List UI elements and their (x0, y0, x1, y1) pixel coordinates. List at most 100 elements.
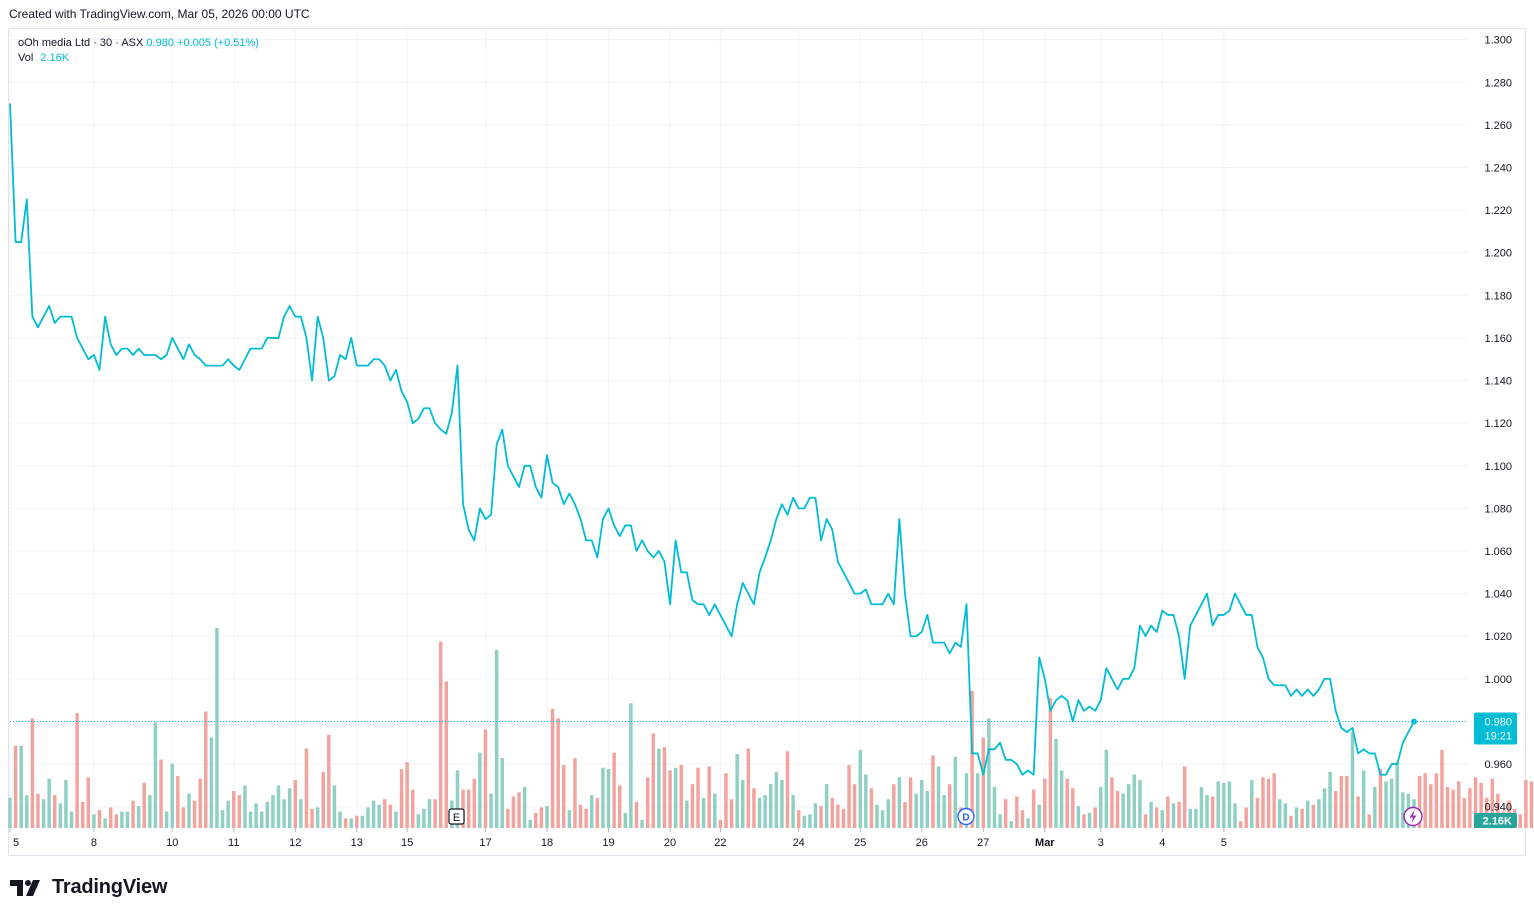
chart-frame[interactable] (8, 28, 1526, 856)
volume-bar (1166, 796, 1170, 828)
time-axis[interactable]: 5 8 10 11 12 13 15 17 18 19 20 22 24 25 26 27 Mar 3 4 5 (9, 828, 1227, 849)
volume-bar (813, 803, 818, 828)
volume-bar (1059, 770, 1064, 828)
volume-bar (1356, 796, 1360, 828)
volume-bar (1328, 771, 1332, 828)
earnings-marker-label: E (453, 812, 460, 824)
volume-bar (539, 807, 544, 828)
volume-bar (243, 785, 247, 828)
volume-bar (338, 811, 342, 828)
price-tick-label: 1.160 (1484, 333, 1512, 345)
volume-bar (1429, 784, 1433, 828)
tradingview-logo-icon (10, 879, 40, 896)
price-tick-label: 1.040 (1484, 589, 1512, 601)
dividend-marker[interactable]: D (957, 807, 975, 826)
volume-bar (1222, 782, 1226, 828)
price-tick-label: 0.960 (1484, 759, 1512, 771)
volume-bars (8, 628, 1534, 828)
price-axis[interactable]: 1.300 1.280 1.260 1.240 1.220 1.200 1.180 1.160… (1484, 35, 1512, 814)
volume-bar (780, 780, 784, 828)
volume-bar (226, 800, 230, 828)
volume-bar (578, 804, 583, 828)
volume-bar (1003, 799, 1008, 828)
volume-bar (998, 814, 1002, 828)
volume-bar (36, 793, 40, 828)
chart-legend[interactable]: oOh media Ltd · 30 · ASX 0.980 +0.005 (+… (18, 36, 259, 66)
volume-bar (159, 759, 163, 828)
volume-bar (248, 811, 253, 828)
volume-bar (1524, 780, 1528, 828)
volume-bar (80, 801, 85, 828)
volume-bar (1255, 797, 1260, 828)
volume-bar (198, 778, 202, 828)
volume-bar (785, 751, 790, 828)
volume-bar (69, 811, 74, 828)
volume-bar (472, 778, 477, 828)
volume-bar (142, 782, 146, 828)
volume-bar (707, 766, 711, 828)
volume-bar (92, 814, 96, 828)
volume-bar (181, 807, 186, 828)
volume-bar (942, 795, 946, 828)
volume-bar (808, 814, 812, 828)
volume-bar (366, 807, 370, 828)
volume-bar (1054, 738, 1058, 828)
price-tick-label: 1.260 (1484, 120, 1512, 132)
volume-bar (981, 737, 986, 828)
volume-bar (562, 764, 566, 828)
volume-bar (1300, 808, 1304, 828)
volume-bar (908, 777, 913, 828)
volume-bar (1132, 774, 1137, 828)
volume-bar (1484, 797, 1489, 828)
volume-bar (1199, 786, 1204, 828)
volume-bar (1244, 807, 1248, 828)
volume-bar (601, 767, 605, 828)
volume-bar (1266, 778, 1271, 828)
volume-row[interactable]: Vol 2.16K (18, 51, 259, 66)
volume-bar (332, 785, 337, 828)
volume-bar (394, 811, 398, 828)
volume-bar (411, 789, 415, 828)
price-tick-label: 1.280 (1484, 77, 1512, 89)
volume-bar (1445, 786, 1450, 828)
volume-bar (164, 811, 169, 828)
symbol-row[interactable]: oOh media Ltd · 30 · ASX 0.980 +0.005 (+… (18, 36, 259, 51)
volume-bar (774, 771, 779, 828)
bar-countdown: 19:21 (1484, 730, 1512, 742)
volume-bar (819, 806, 823, 828)
volume-bar (545, 806, 549, 828)
price-tick-label: 1.080 (1484, 503, 1512, 515)
time-tick-label: Mar (1035, 837, 1055, 849)
volume-bar (584, 808, 588, 828)
volume-bar (1322, 788, 1327, 828)
price-tick-label: 1.300 (1484, 35, 1512, 47)
volume-bar (1283, 803, 1288, 828)
volume-bar (662, 747, 667, 828)
volume-bar (892, 784, 896, 828)
volume-bar (287, 788, 292, 828)
volume-bar (964, 773, 969, 828)
volume-bar (343, 818, 348, 828)
volume-bar (103, 818, 107, 828)
volume-bar (1205, 795, 1209, 828)
earnings-marker[interactable]: E (448, 808, 465, 825)
volume-bar (1373, 786, 1377, 828)
volume-bar (506, 808, 510, 828)
symbol-name[interactable]: oOh media Ltd · 30 · ASX (18, 37, 144, 49)
volume-bar (768, 784, 773, 828)
tradingview-logo[interactable]: TradingView (10, 876, 167, 899)
legend-price: 0.980 (146, 37, 174, 49)
volume-bar (1216, 781, 1220, 828)
time-tick-label: 20 (664, 837, 676, 849)
flash-icon[interactable] (1403, 806, 1423, 827)
volume-bar (1395, 762, 1399, 828)
volume-bar (1345, 775, 1349, 828)
volume-bar (259, 811, 264, 828)
volume-bar (355, 815, 359, 828)
volume-bar (567, 810, 572, 828)
volume-bar (8, 797, 12, 828)
price-tick-label: 0.940 (1484, 802, 1512, 814)
volume-bar (1468, 788, 1472, 828)
volume-bar (590, 795, 594, 828)
